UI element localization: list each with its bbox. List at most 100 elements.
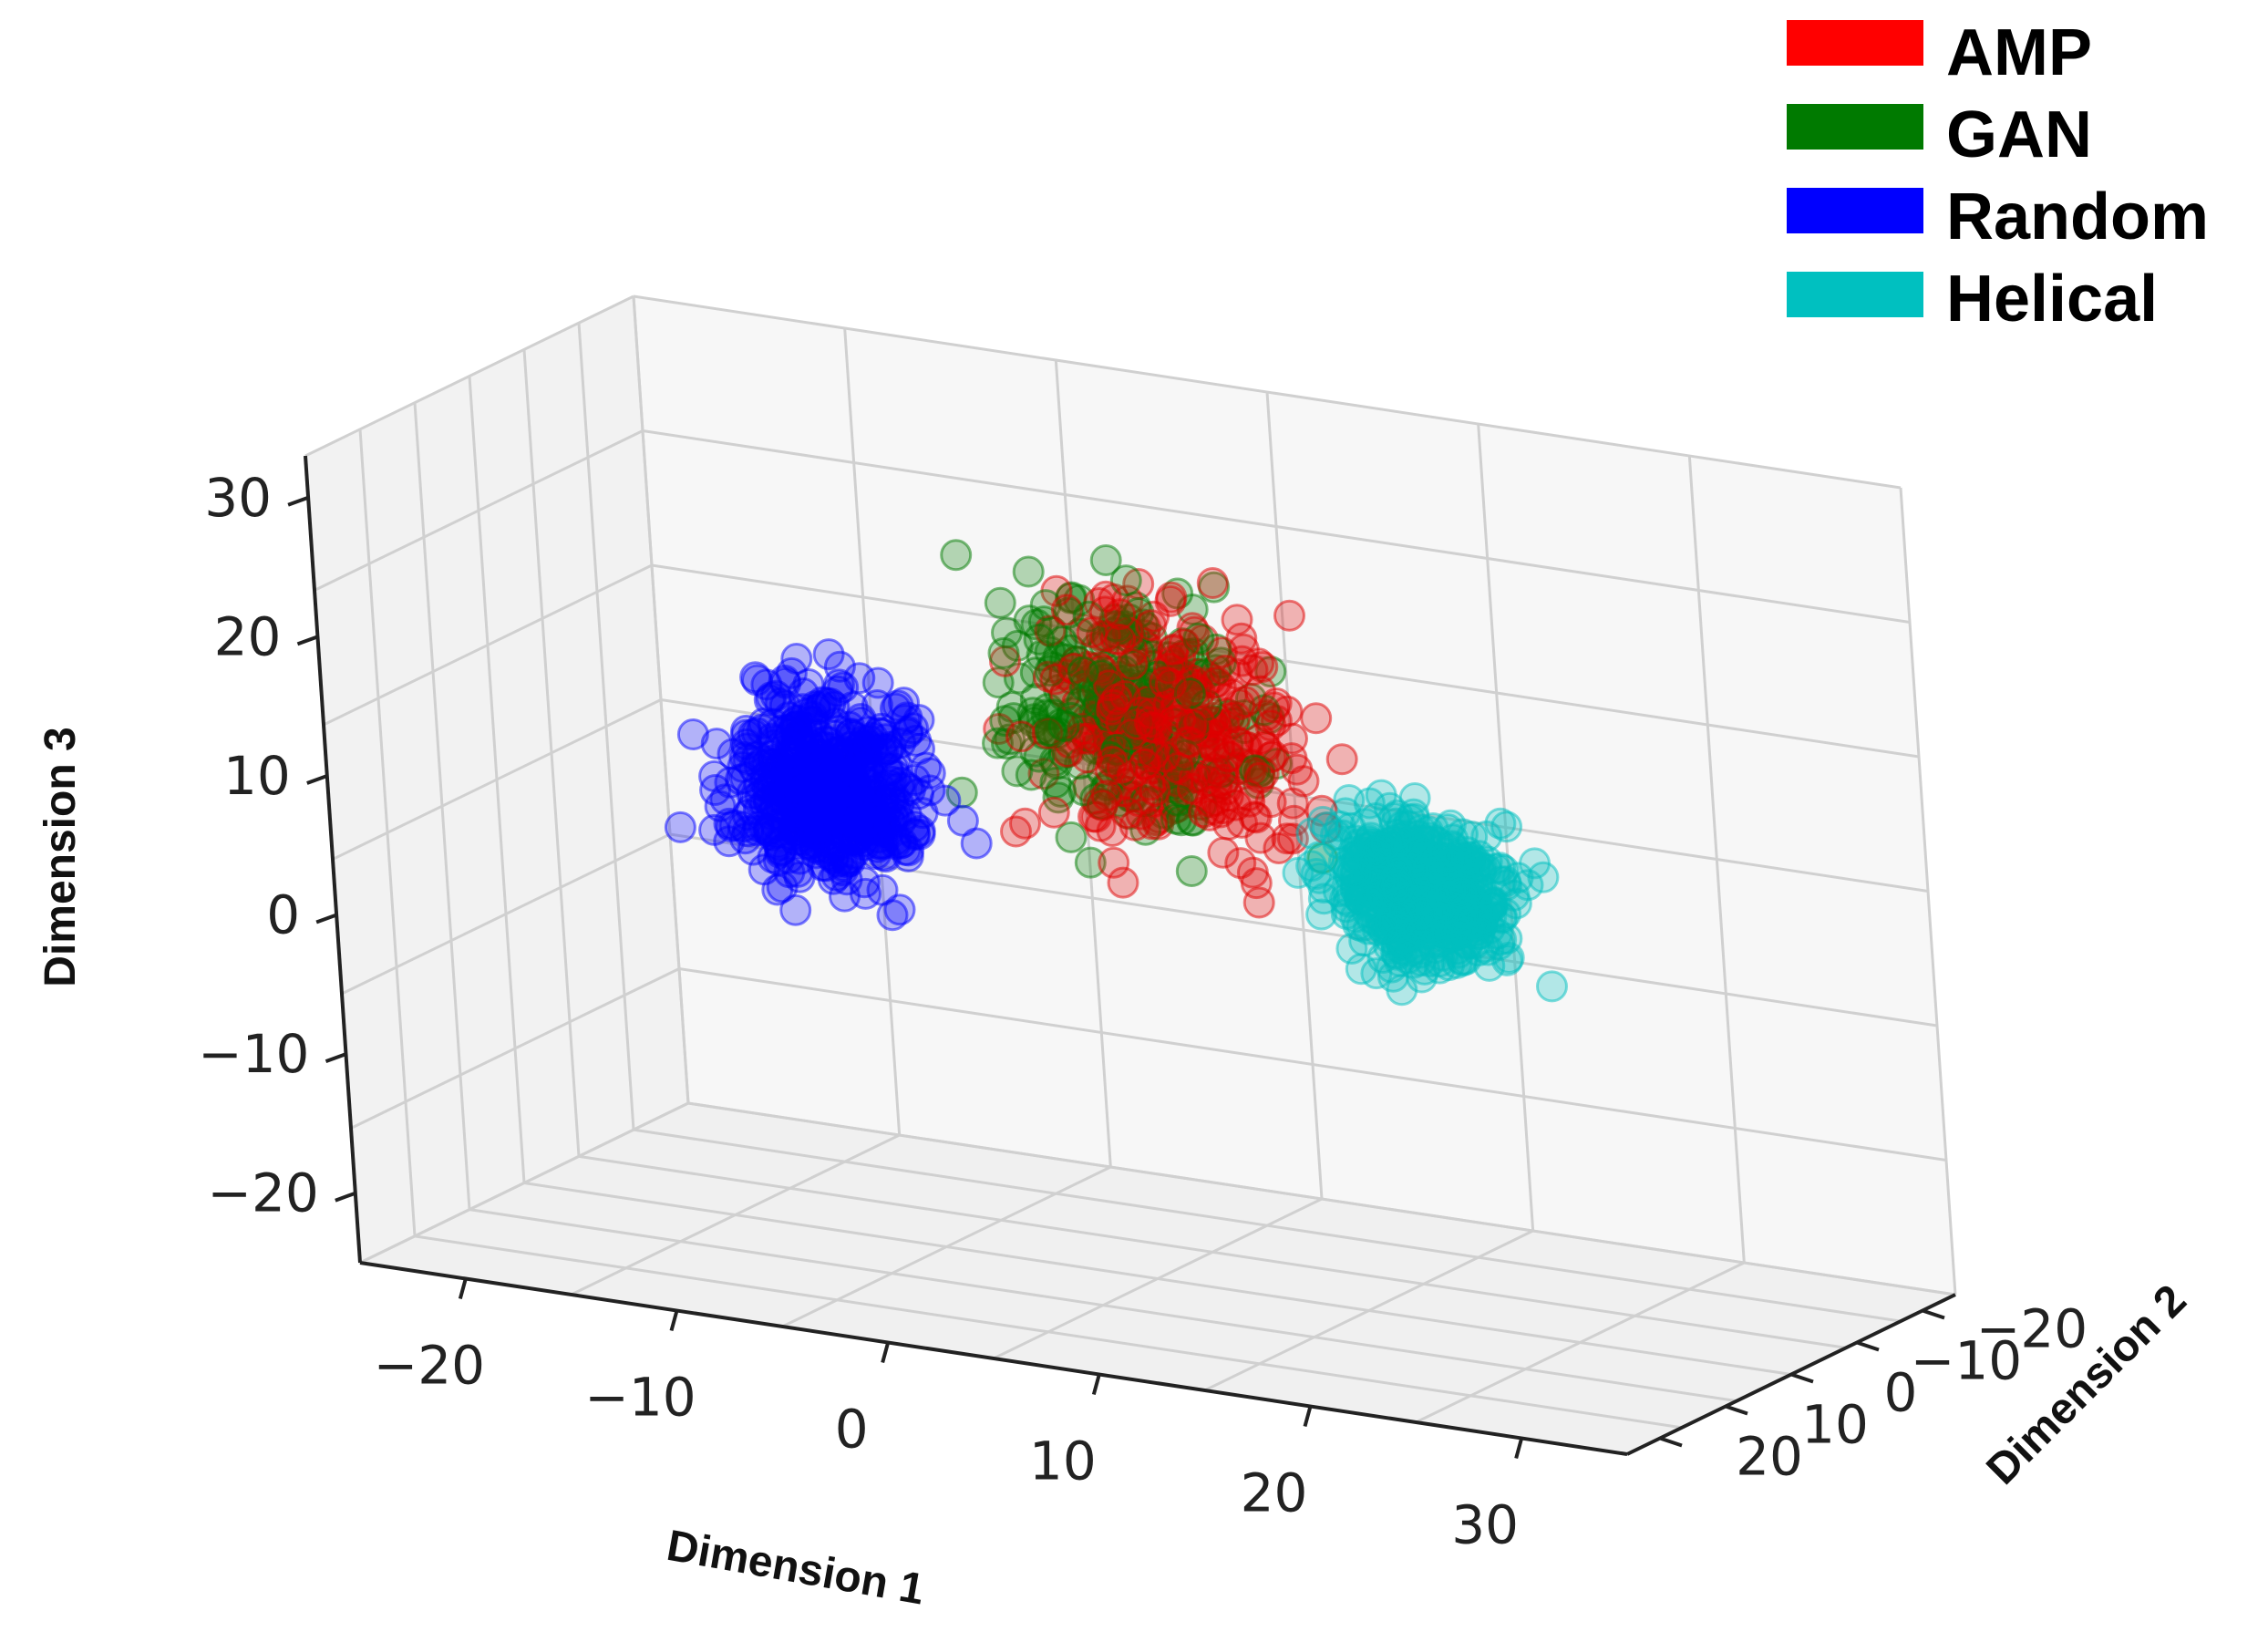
point-gan	[1001, 755, 1034, 788]
point-random	[741, 814, 774, 847]
point-random	[823, 783, 856, 816]
point-amp	[1168, 628, 1201, 661]
point-helical	[1376, 951, 1408, 984]
legend: AMP GAN Random Helical	[1677, 0, 2268, 401]
z-tick-mark	[287, 495, 309, 507]
point-random	[700, 728, 733, 760]
x-tick-mark	[1514, 1437, 1524, 1460]
point-amp	[1135, 609, 1168, 642]
point-helical	[1382, 873, 1414, 906]
z-tick-label: 30	[204, 467, 272, 529]
y-tick-label: 0	[1884, 1362, 1918, 1424]
point-helical	[1352, 890, 1385, 923]
x-axis-title: Dimension 1	[664, 1522, 928, 1615]
z-tick-label: 0	[266, 884, 300, 946]
y-tick-mark	[1856, 1340, 1880, 1352]
point-helical	[1402, 912, 1434, 945]
point-random	[773, 856, 806, 889]
point-amp	[1098, 846, 1130, 879]
point-gan	[1089, 544, 1122, 576]
x-axis-line	[359, 1261, 1628, 1456]
point-helical	[1353, 787, 1386, 820]
point-gan	[987, 636, 1020, 669]
point-random	[804, 820, 837, 852]
x-tick-label: −20	[374, 1335, 485, 1397]
point-amp	[1135, 697, 1168, 729]
grid-back-x	[1899, 487, 1957, 1296]
point-amp	[1236, 856, 1269, 889]
point-random	[747, 853, 780, 886]
grid-left-z	[304, 294, 634, 458]
legend-background	[1677, 0, 2268, 401]
x-tick-mark	[1091, 1373, 1101, 1396]
x-tick-mark	[881, 1341, 891, 1364]
y-tick-mark	[1922, 1308, 1945, 1320]
point-amp	[1208, 763, 1241, 796]
point-amp	[1242, 886, 1275, 919]
point-random	[946, 804, 979, 837]
point-random	[829, 880, 861, 913]
point-amp	[1219, 701, 1252, 734]
x-tick-mark	[669, 1309, 679, 1332]
point-random	[787, 677, 820, 709]
point-helical	[1340, 857, 1372, 889]
point-amp	[1107, 866, 1139, 899]
point-gan	[984, 586, 1016, 619]
point-helical	[1450, 841, 1483, 873]
point-amp	[1225, 806, 1258, 839]
point-amp	[1325, 743, 1358, 776]
point-random	[698, 759, 731, 792]
point-amp	[1100, 683, 1133, 716]
point-random	[881, 689, 914, 722]
point-random	[822, 668, 855, 701]
z-tick-mark	[335, 1191, 356, 1203]
z-axis-line	[304, 455, 362, 1264]
point-amp	[1164, 704, 1197, 737]
legend-swatch-helical	[1787, 272, 1923, 317]
point-helical	[1327, 845, 1360, 878]
z-axis-title: Dimension 3	[36, 727, 85, 986]
point-gan	[1034, 715, 1067, 748]
point-helical	[1335, 933, 1368, 965]
point-random	[819, 736, 851, 769]
point-amp	[1037, 796, 1070, 829]
x-tick-label: 0	[835, 1399, 869, 1461]
point-random	[737, 718, 769, 750]
point-random	[876, 899, 909, 932]
x-tick-mark	[1303, 1405, 1313, 1428]
legend-swatch-amp	[1787, 20, 1923, 66]
point-random	[812, 638, 845, 671]
legend-label-amp: AMP	[1946, 16, 2092, 89]
point-gan	[1175, 855, 1208, 887]
y-tick-label: 20	[1736, 1426, 1803, 1488]
point-amp	[1273, 599, 1305, 632]
point-amp	[1009, 807, 1041, 840]
point-gan	[940, 539, 973, 572]
x-tick-label: 20	[1241, 1462, 1308, 1524]
point-gan	[1067, 656, 1099, 688]
y-tick-label: −20	[1976, 1298, 2088, 1360]
point-random	[856, 754, 889, 787]
grid-back-z	[633, 294, 1902, 490]
point-random	[750, 668, 783, 701]
point-helical	[1490, 865, 1521, 898]
grid-floor-y	[633, 1128, 1902, 1323]
point-amp	[1258, 691, 1291, 724]
x-tick-mark	[458, 1277, 468, 1300]
point-helical	[1490, 811, 1523, 843]
legend-swatch-random	[1787, 188, 1923, 233]
legend-swatch-gan	[1787, 104, 1923, 150]
grid-back-z	[642, 429, 1911, 624]
point-random	[772, 701, 805, 734]
point-random	[861, 666, 894, 699]
point-amp	[1086, 789, 1119, 821]
point-amp	[1300, 702, 1333, 735]
point-helical	[1322, 827, 1355, 860]
grid-lines	[304, 294, 1957, 1456]
point-random	[713, 825, 746, 858]
point-gan	[1055, 821, 1088, 853]
point-helical	[1295, 850, 1328, 883]
point-amp	[1196, 567, 1229, 599]
point-helical	[1370, 827, 1403, 860]
z-tick-mark	[325, 1052, 347, 1064]
